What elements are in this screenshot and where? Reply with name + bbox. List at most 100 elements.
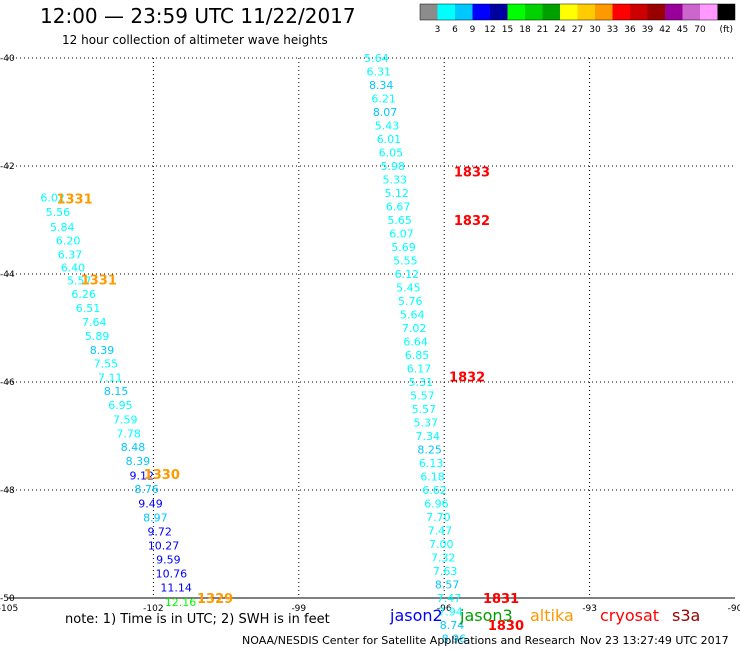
pass-time-label: 1831 xyxy=(483,592,519,607)
colorbar-label: 33 xyxy=(607,25,618,35)
wave-height-label: 5.84 xyxy=(50,221,75,234)
colorbar-swatch xyxy=(472,4,490,20)
wave-height-label: 5.31 xyxy=(409,376,434,389)
colorbar-label: 42 xyxy=(659,25,670,35)
wave-height-label: 8.48 xyxy=(121,441,146,454)
wave-height-label: 12.16 xyxy=(165,596,197,609)
colorbar-swatch xyxy=(717,4,735,20)
wave-height-label: 7.47 xyxy=(437,592,462,605)
x-tick-label: -105 xyxy=(0,604,18,614)
wave-height-label: 8.76 xyxy=(134,483,159,496)
pass-time-label: 1331 xyxy=(56,192,92,207)
wave-height-label: 5.57 xyxy=(412,403,437,416)
wave-height-label: 8.34 xyxy=(369,79,394,92)
colorbar-swatch xyxy=(577,4,595,20)
colorbar-swatch xyxy=(700,4,718,20)
wave-height-label: 6.21 xyxy=(371,93,396,106)
colorbar-label: 18 xyxy=(519,25,531,35)
colorbar-label: 30 xyxy=(589,25,601,35)
colorbar-swatch xyxy=(455,4,473,20)
wave-height-label: 7.70 xyxy=(426,511,451,524)
footer-timestamp: Nov 23 13:27:49 UTC 2017 xyxy=(580,634,729,647)
wave-height-label: 5.56 xyxy=(46,206,71,219)
wave-height-label: 6.64 xyxy=(403,336,428,349)
wave-height-label: 8.25 xyxy=(417,444,442,457)
colorbar-label: 3 xyxy=(435,25,441,35)
wave-height-label: 7.00 xyxy=(429,538,454,551)
colorbar-swatch xyxy=(437,4,455,20)
y-tick-label: -50 xyxy=(0,594,15,604)
colorbar-swatch xyxy=(507,4,525,20)
legend-jason2: jason2 xyxy=(390,606,443,625)
wave-height-label: 5.64 xyxy=(400,309,425,322)
colorbar-label: 36 xyxy=(624,25,636,35)
colorbar-swatch xyxy=(647,4,665,20)
y-tick-label: -40 xyxy=(0,54,15,64)
wave-height-label: 9.12 xyxy=(130,469,155,482)
wave-height-label: 7.63 xyxy=(433,565,458,578)
y-tick-label: -46 xyxy=(0,378,15,388)
wave-height-label: 7.55 xyxy=(94,358,119,371)
wave-height-label: 11.14 xyxy=(160,582,192,595)
footer-credit: NOAA/NESDIS Center for Satellite Applica… xyxy=(242,634,576,647)
wave-height-label: 5.65 xyxy=(387,214,412,227)
wave-height-label: 5.43 xyxy=(375,120,400,133)
wave-height-label: 6.17 xyxy=(407,363,432,376)
wave-height-label: 6.02 xyxy=(40,191,65,204)
wave-height-label: 5.69 xyxy=(391,241,416,254)
wave-height-label: 9.49 xyxy=(138,498,163,511)
color-scale-bar: 3 6 9 12 15 18 21 24 27 30 33 36 39 42 45 70 (ft) xyxy=(419,3,736,35)
x-tick-label: -90 xyxy=(728,604,740,614)
wave-height-label: 5.55 xyxy=(393,255,418,268)
pass-time-label: 1329 xyxy=(197,592,233,607)
wave-height-label: 9.72 xyxy=(147,526,172,539)
wave-height-label: 6.12 xyxy=(395,268,420,281)
wave-height-label: 6.62 xyxy=(422,484,447,497)
colorbar-label: 9 xyxy=(470,25,476,35)
wave-height-label: 6.40 xyxy=(61,262,86,275)
wave-height-label: 6.85 xyxy=(405,349,430,362)
wave-height-label: 8.39 xyxy=(90,344,115,357)
colorbar-label: 6 xyxy=(452,25,458,35)
wave-height-label: 5.12 xyxy=(384,187,409,200)
colorbar-swatch xyxy=(542,4,560,20)
colorbar-swatch xyxy=(682,4,700,20)
legend-cryosat: cryosat xyxy=(600,606,660,625)
wave-height-label: 6.26 xyxy=(71,288,96,301)
colorbar-swatch xyxy=(490,4,508,20)
wave-height-label: 7.11 xyxy=(98,372,123,385)
wave-height-label: 5.57 xyxy=(67,274,92,287)
wave-height-label: 5.45 xyxy=(396,282,421,295)
colorbar-swatch xyxy=(612,4,630,20)
wave-height-label: 8.07 xyxy=(373,106,398,119)
colorbar-label: 39 xyxy=(642,25,654,35)
wave-height-label: 5.57 xyxy=(410,390,435,403)
pass-time-label: 1331 xyxy=(81,273,117,288)
colorbar-swatch xyxy=(420,4,438,20)
legend-s3a: s3a xyxy=(672,606,701,625)
wave-height-label: 8.57 xyxy=(435,579,460,592)
colorbar-swatch xyxy=(560,4,578,20)
colorbar-label: 21 xyxy=(537,25,548,35)
x-tick-label: -93 xyxy=(582,604,597,614)
colorbar-swatch xyxy=(665,4,683,20)
wave-height-label: 7.47 xyxy=(428,525,453,538)
wave-height-label: 6.01 xyxy=(377,133,402,146)
wave-height-label: 6.13 xyxy=(419,457,444,470)
pass-time-label: 1833 xyxy=(454,165,490,180)
wave-height-label: 6.67 xyxy=(386,201,411,214)
pass-time-label: 1832 xyxy=(449,371,485,386)
wave-height-label: 7.64 xyxy=(82,316,107,329)
footer-note: note: 1) Time is in UTC; 2) SWH is in fe… xyxy=(65,612,330,627)
wave-height-label: 7.59 xyxy=(113,413,138,426)
y-tick-label: -44 xyxy=(0,270,15,280)
chart-subtitle: 12 hour collection of altimeter wave hei… xyxy=(62,33,328,47)
pass-time-label: 1832 xyxy=(454,214,490,229)
legend-jason3: jason3 xyxy=(460,606,513,625)
colorbar-swatch xyxy=(595,4,613,20)
legend-altika: altika xyxy=(530,606,574,625)
colorbar-label: 15 xyxy=(502,25,513,35)
colorbar-swatch xyxy=(525,4,543,20)
wave-height-label: 5.37 xyxy=(414,417,439,430)
